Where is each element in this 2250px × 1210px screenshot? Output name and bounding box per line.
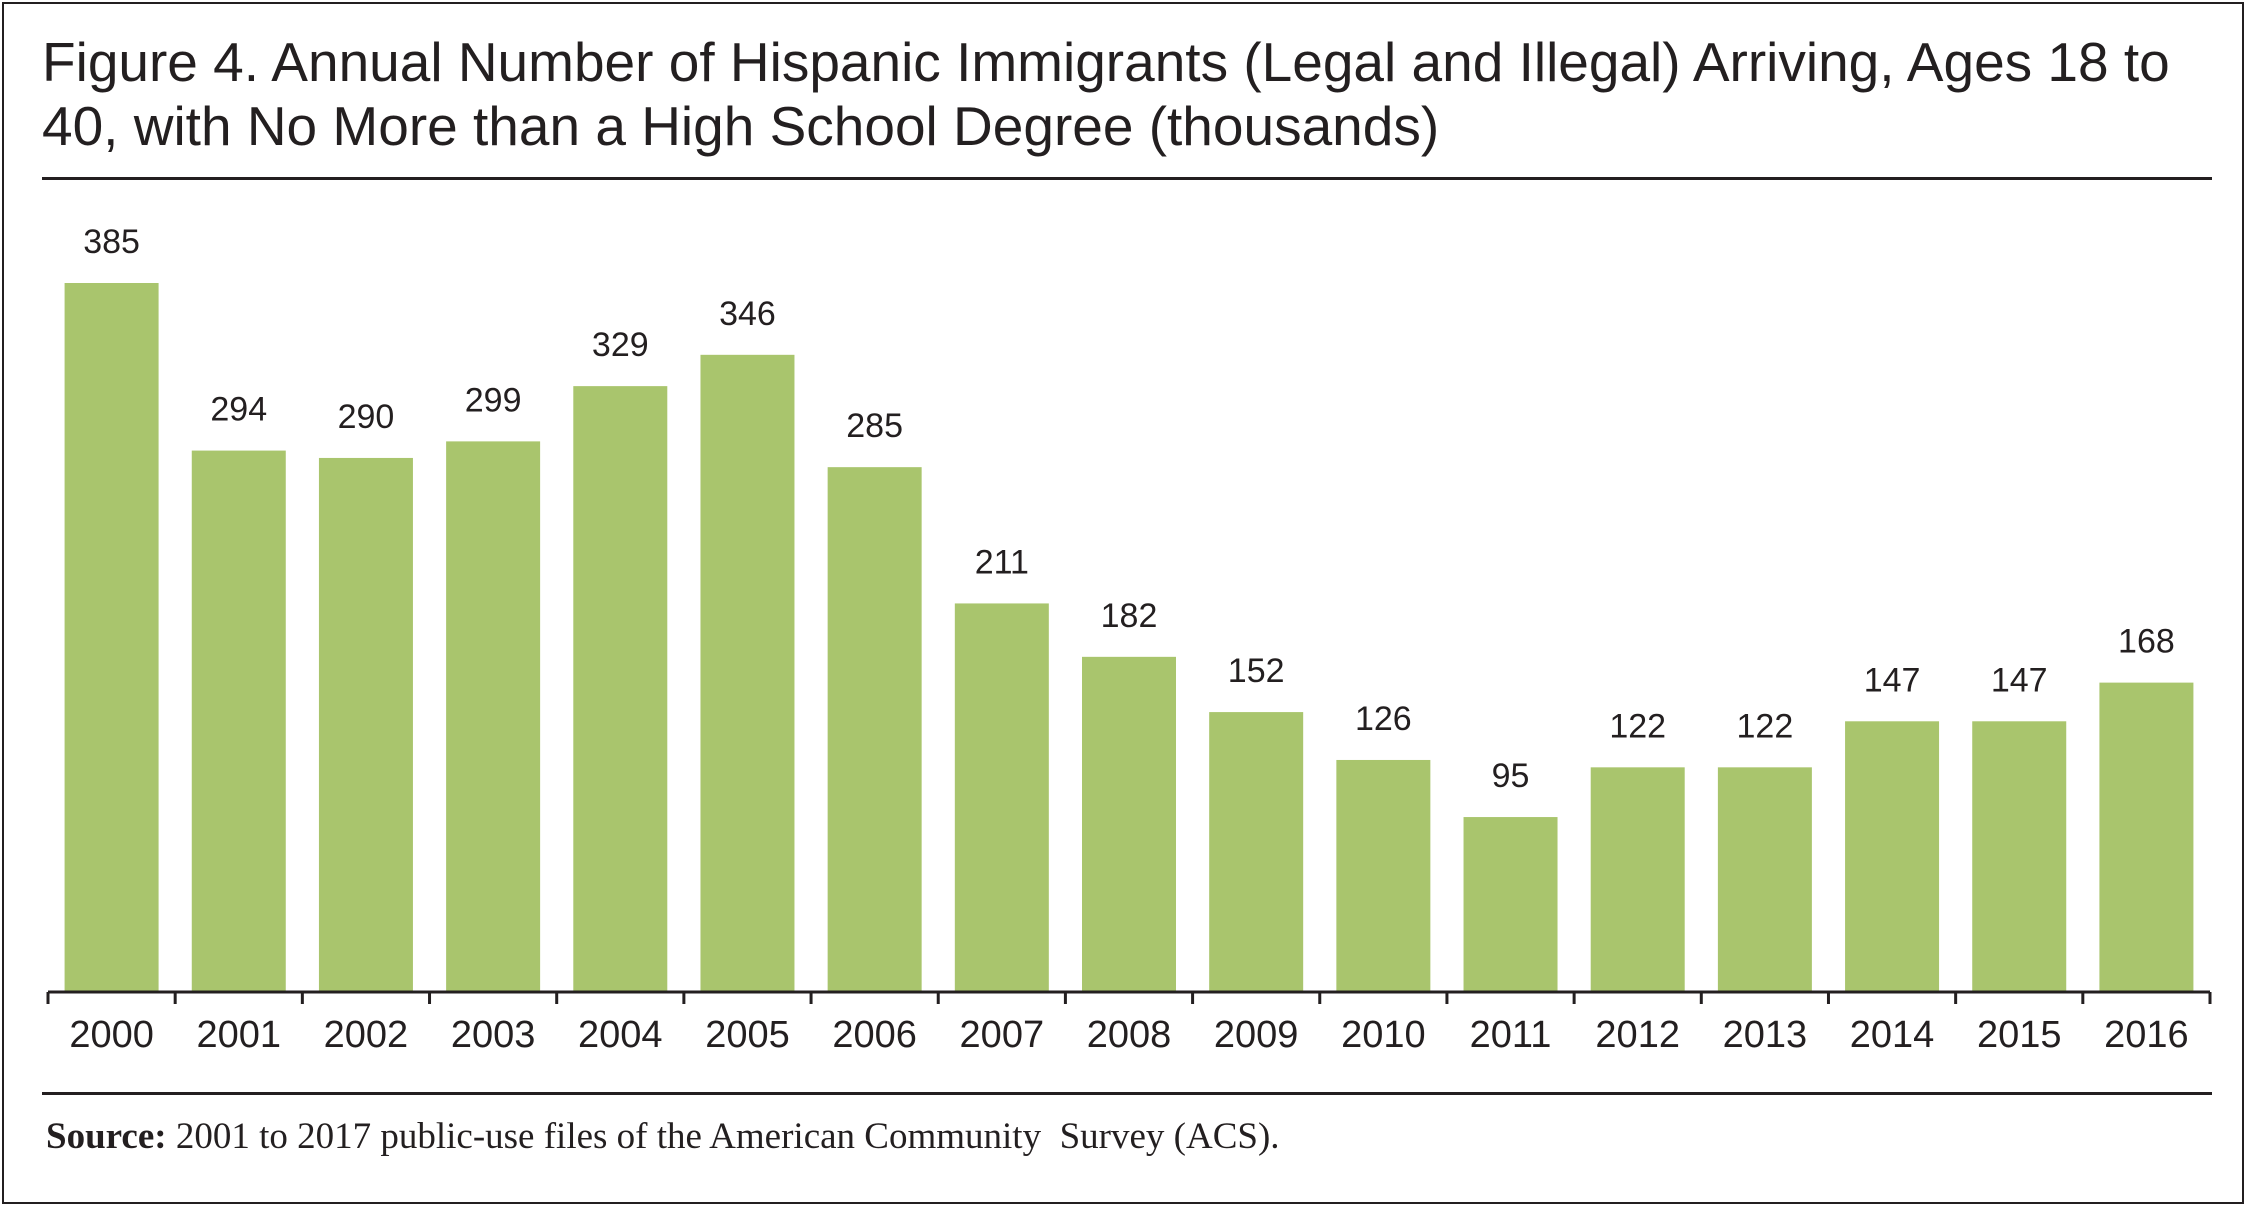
bar-2005 — [700, 354, 795, 992]
x-tick-label-2003: 2003 — [451, 1014, 536, 1056]
x-tick-label-2007: 2007 — [960, 1014, 1045, 1056]
x-tick-label-2009: 2009 — [1214, 1014, 1299, 1056]
bar-2008 — [1082, 656, 1176, 992]
bar-2014 — [1845, 721, 1940, 992]
bar-2009 — [1209, 712, 1304, 992]
data-label-2005: 346 — [719, 295, 776, 333]
data-label-2010: 126 — [1355, 700, 1412, 738]
x-tick-label-2015: 2015 — [1977, 1014, 2062, 1056]
source-label: Source: — [46, 1116, 167, 1157]
x-tick-label-2005: 2005 — [705, 1014, 790, 1056]
data-label-2014: 147 — [1864, 661, 1921, 699]
x-tick-label-2000: 2000 — [69, 1014, 154, 1056]
data-label-2015: 147 — [1991, 661, 2048, 699]
data-label-2001: 294 — [210, 391, 267, 429]
data-label-2007: 211 — [975, 543, 1029, 581]
data-label-2012: 122 — [1609, 707, 1666, 745]
data-label-2003: 299 — [465, 381, 522, 419]
x-tick-label-2013: 2013 — [1723, 1014, 1808, 1056]
bar-2012 — [1590, 767, 1685, 992]
source-note: Source: 2001 to 2017 public-use files of… — [46, 1115, 1280, 1158]
data-label-2008: 182 — [1101, 597, 1158, 635]
x-tick-label-2010: 2010 — [1341, 1014, 1426, 1056]
chart-title: Figure 4. Annual Number of Hispanic Immi… — [42, 31, 2170, 157]
bar-2013 — [1717, 767, 1812, 992]
x-tick-label-2004: 2004 — [578, 1014, 663, 1056]
data-label-2002: 290 — [338, 398, 395, 436]
x-tick-label-2001: 2001 — [196, 1014, 281, 1056]
bar-2001 — [191, 450, 286, 993]
title-divider — [42, 177, 2212, 180]
bar-2007 — [954, 603, 1049, 992]
data-label-2000: 385 — [83, 223, 140, 261]
source-divider — [42, 1092, 2212, 1095]
data-label-2006: 285 — [846, 407, 903, 445]
data-label-2011: 95 — [1492, 757, 1530, 795]
data-label-2016: 168 — [2118, 623, 2175, 661]
bar-2016 — [2099, 682, 2194, 992]
data-label-2013: 122 — [1737, 707, 1794, 745]
bar-2006 — [827, 467, 922, 992]
bar-2011 — [1463, 817, 1558, 992]
data-label-2009: 152 — [1228, 652, 1285, 690]
data-label-2004: 329 — [592, 326, 649, 364]
bar-2004 — [573, 386, 668, 992]
bar-chart: 385 2000 294 2001 290 2002 299 2003 329 2004 346 20… — [46, 223, 2212, 1056]
x-tick-label-2002: 2002 — [324, 1014, 409, 1056]
bar-2000 — [64, 283, 159, 992]
x-tick-label-2012: 2012 — [1595, 1014, 1680, 1056]
x-tick-label-2011: 2011 — [1470, 1014, 1552, 1056]
x-tick-label-2016: 2016 — [2104, 1014, 2189, 1056]
bar-2015 — [1972, 721, 2067, 992]
source-text: 2001 to 2017 public-use files of the Ame… — [166, 1116, 1280, 1157]
bar-2010 — [1336, 759, 1431, 992]
x-tick-label-2014: 2014 — [1850, 1014, 1935, 1056]
bar-2002 — [318, 457, 413, 992]
x-tick-label-2006: 2006 — [832, 1014, 917, 1056]
bar-2003 — [446, 441, 541, 992]
x-tick-label-2008: 2008 — [1087, 1014, 1172, 1056]
